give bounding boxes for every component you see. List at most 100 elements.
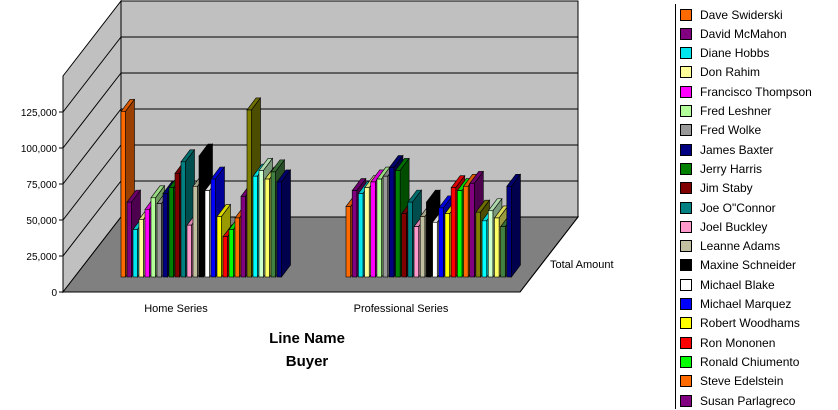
legend-swatch (680, 201, 692, 214)
legend-label: Jerry Harris (700, 161, 762, 176)
legend-label: Don Rahim (700, 65, 761, 80)
x-axis-subtitle: Buyer (286, 353, 329, 370)
bar-james-baxter-0 (162, 193, 168, 278)
legend-item: Jerry Harris (680, 159, 762, 178)
legend-swatch (680, 336, 692, 349)
category-label: Home Series (144, 303, 208, 315)
legend-item: Leanne Adams (680, 237, 780, 256)
legend-swatch (680, 278, 692, 291)
legend-item: Joe O"Connor (680, 198, 776, 217)
legend-item: Susan Parlagreco (680, 391, 795, 410)
floor-edge (519, 216, 579, 293)
legend-swatch (680, 66, 692, 79)
legend-label: Dave Swiderski (700, 7, 783, 22)
legend-label: Michael Marquez (700, 297, 792, 311)
legend-swatch (680, 259, 692, 272)
gridline (62, 180, 122, 257)
legend-item: Maxine Schneider (680, 256, 796, 275)
legend-label: Michael Blake (700, 277, 775, 292)
legend-swatch (680, 182, 692, 195)
bar-ron-mononen-0 (222, 236, 228, 278)
bar-jerry-harris-0 (168, 187, 174, 278)
y-tick-label: 125,000 (21, 108, 58, 119)
bar-francisco-thompson-0 (144, 209, 150, 278)
bar-leanne-adams-1 (419, 216, 426, 278)
x-axis-title: Line Name (269, 330, 345, 347)
gridline (62, 144, 122, 221)
legend-swatch (680, 298, 692, 310)
bar-fred-wolke-0 (156, 203, 162, 278)
legend-label: Ron Mononen (700, 335, 776, 350)
y-tick-label: 25,000 (26, 252, 57, 263)
legend-item: James Baxter (680, 140, 773, 159)
legend-item: Robert Woodhams (680, 314, 800, 333)
bar-robert-woodhams-1 (444, 213, 450, 278)
legend-swatch (680, 317, 692, 330)
y-tick-label: 0 (51, 288, 57, 299)
legend-item: Ronald Chiumento (680, 352, 799, 371)
legend-label: Maxine Schneider (700, 258, 797, 273)
bar-michael-marquez-0 (210, 178, 216, 278)
bar-robert-woodhams-0 (216, 216, 222, 278)
legend-item: Steve Edelstein (680, 372, 783, 391)
bar-series-24-1 (494, 217, 500, 278)
bar-fred-leshner-1 (376, 178, 382, 278)
bar-series-26-1 (506, 185, 512, 278)
bar-ronald-chiumento-0 (228, 229, 234, 278)
legend-label: Fred Wolke (700, 123, 762, 138)
legend-swatch (680, 220, 692, 233)
legend-swatch (680, 27, 692, 40)
bar-side (281, 169, 291, 278)
legend-swatch (680, 162, 692, 175)
gridline (62, 36, 122, 113)
bar-dave-swiderski-0 (120, 111, 126, 278)
bar-series-25-0 (270, 171, 276, 278)
bar-joel-buckley-1 (413, 226, 419, 278)
bar-series-23-0 (258, 170, 264, 278)
bar-jim-staby-0 (174, 173, 180, 278)
bar-don-rahim-0 (138, 219, 144, 278)
legend-label: Jim Staby (700, 181, 753, 196)
bar-diane-hobbs-1 (358, 193, 364, 278)
legend-item: Jim Staby (680, 179, 753, 198)
bar-david-mcmahon-1 (351, 190, 358, 278)
legend-item: Dave Swiderski (680, 5, 783, 24)
legend-label: Susan Parlagreco (700, 393, 796, 408)
bar-michael-blake-1 (432, 221, 438, 278)
bar-maxine-schneider-0 (198, 155, 204, 278)
legend-label: Joel Buckley (700, 219, 768, 234)
legend-label: Fred Leshner (700, 104, 772, 118)
bar-ronald-chiumento-1 (457, 190, 463, 278)
bar-michael-blake-0 (204, 190, 210, 278)
legend-item: Ron Mononen (680, 333, 775, 352)
legend-swatch (680, 85, 692, 98)
legend-swatch (680, 143, 692, 156)
legend-item: Michael Marquez (680, 295, 791, 314)
legend-item: Don Rahim (680, 63, 760, 82)
y-tick-label: 100,000 (21, 144, 58, 155)
category-label: Professional Series (354, 303, 449, 315)
bar-michael-marquez-1 (438, 207, 444, 278)
legend-item: Michael Blake (680, 275, 775, 294)
bar-joel-buckley-0 (186, 224, 192, 278)
bar-james-baxter-1 (388, 167, 395, 278)
legend-label: Leanne Adams (700, 239, 781, 254)
bar-series-26-0 (276, 181, 282, 278)
bar-series-25-1 (500, 226, 506, 278)
legend-swatch (680, 375, 692, 388)
legend-swatch (680, 394, 692, 407)
bar-series-21-1 (475, 211, 481, 278)
bar-steve-edelstein-0 (234, 217, 240, 278)
bar-susan-parlagreco-0 (240, 196, 246, 278)
legend-swatch (680, 47, 692, 60)
bar-jim-staby-1 (401, 213, 407, 278)
legend-label: Joe O"Connor (700, 200, 776, 215)
legend-swatch (680, 240, 692, 253)
legend-item: Francisco Thompson (680, 82, 812, 101)
bar-susan-parlagreco-1 (469, 183, 475, 278)
bar-joe-o-connor-1 (407, 201, 413, 278)
gridline (62, 72, 122, 149)
bar-series-22-1 (481, 220, 488, 278)
legend-label: Robert Woodhams (700, 316, 800, 331)
